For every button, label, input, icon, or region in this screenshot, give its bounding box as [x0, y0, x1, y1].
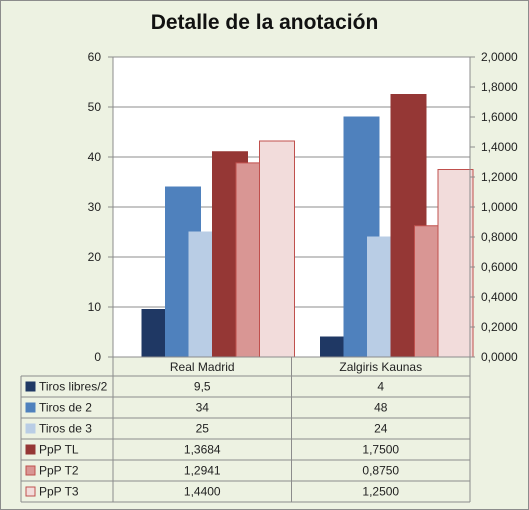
- right-axis-tick-label: 0,6000: [481, 260, 518, 274]
- legend-label: Tiros de 3: [39, 422, 92, 436]
- legend-label: Tiros libres/2: [39, 380, 108, 394]
- right-axis-tick-label: 0,2000: [481, 320, 518, 334]
- data-table-cell: 34: [196, 401, 210, 415]
- legend-label: PpP T2: [39, 464, 79, 478]
- data-table-cell: 1,7500: [362, 443, 399, 457]
- data-table-cell: 25: [196, 422, 210, 436]
- legend-label: PpP TL: [39, 443, 79, 457]
- legend-label: Tiros de 2: [39, 401, 92, 415]
- right-axis-tick-label: 1,0000: [481, 200, 518, 214]
- right-axis-tick-label: 0,8000: [481, 230, 518, 244]
- axes-group: 0 10 20 30 40 50 60 0,0000 0,2000 0,4000 0,6000 0,8…: [88, 50, 518, 364]
- right-axis-tick-label: 1,4000: [481, 140, 518, 154]
- data-table-cell: 24: [374, 422, 388, 436]
- bar: [259, 140, 295, 358]
- data-table: Real Madrid Zalgiris Kaunas Tiros libres/2…: [20, 357, 471, 503]
- right-axis-tick-label: 2,0000: [481, 50, 518, 64]
- bar: [437, 169, 474, 358]
- right-axis-tick-label: 1,2000: [481, 170, 518, 184]
- legend-swatch: [25, 402, 36, 413]
- data-table-cell: 48: [374, 401, 388, 415]
- legend-swatch: [25, 486, 36, 497]
- left-axis-tick-label: 50: [88, 100, 102, 114]
- left-axis-tick-label: 40: [88, 150, 102, 164]
- legend-swatch: [25, 465, 36, 476]
- legend-swatch: [25, 423, 36, 434]
- left-axis-tick-label: 10: [88, 300, 102, 314]
- right-axis-tick-label: 0,0000: [481, 350, 518, 364]
- left-axis-tick-label: 60: [88, 50, 102, 64]
- data-table-cell: 4: [377, 380, 384, 394]
- data-table-cell: 1,2941: [184, 464, 221, 478]
- data-table-cell: 0,8750: [362, 464, 399, 478]
- left-axis-tick-label: 0: [94, 350, 101, 364]
- legend-label: PpP T3: [39, 485, 79, 499]
- legend-swatch: [25, 381, 36, 392]
- data-table-cell: 1,2500: [362, 485, 399, 499]
- chart-title: Detalle de la anotación: [150, 11, 379, 34]
- right-axis-tick-label: 1,8000: [481, 80, 518, 94]
- bars-group: [141, 94, 474, 358]
- left-axis-tick-label: 20: [88, 250, 102, 264]
- right-axis-tick-label: 0,4000: [481, 290, 518, 304]
- data-table-cell: 9,5: [194, 380, 211, 394]
- category-label: Zalgiris Kaunas: [339, 360, 422, 374]
- data-table-cell: 1,4400: [184, 485, 221, 499]
- left-axis-tick-label: 30: [88, 200, 102, 214]
- category-label: Real Madrid: [170, 360, 235, 374]
- right-axis-tick-label: 1,6000: [481, 110, 518, 124]
- legend-swatch: [25, 444, 36, 455]
- data-table-cell: 1,3684: [184, 443, 221, 457]
